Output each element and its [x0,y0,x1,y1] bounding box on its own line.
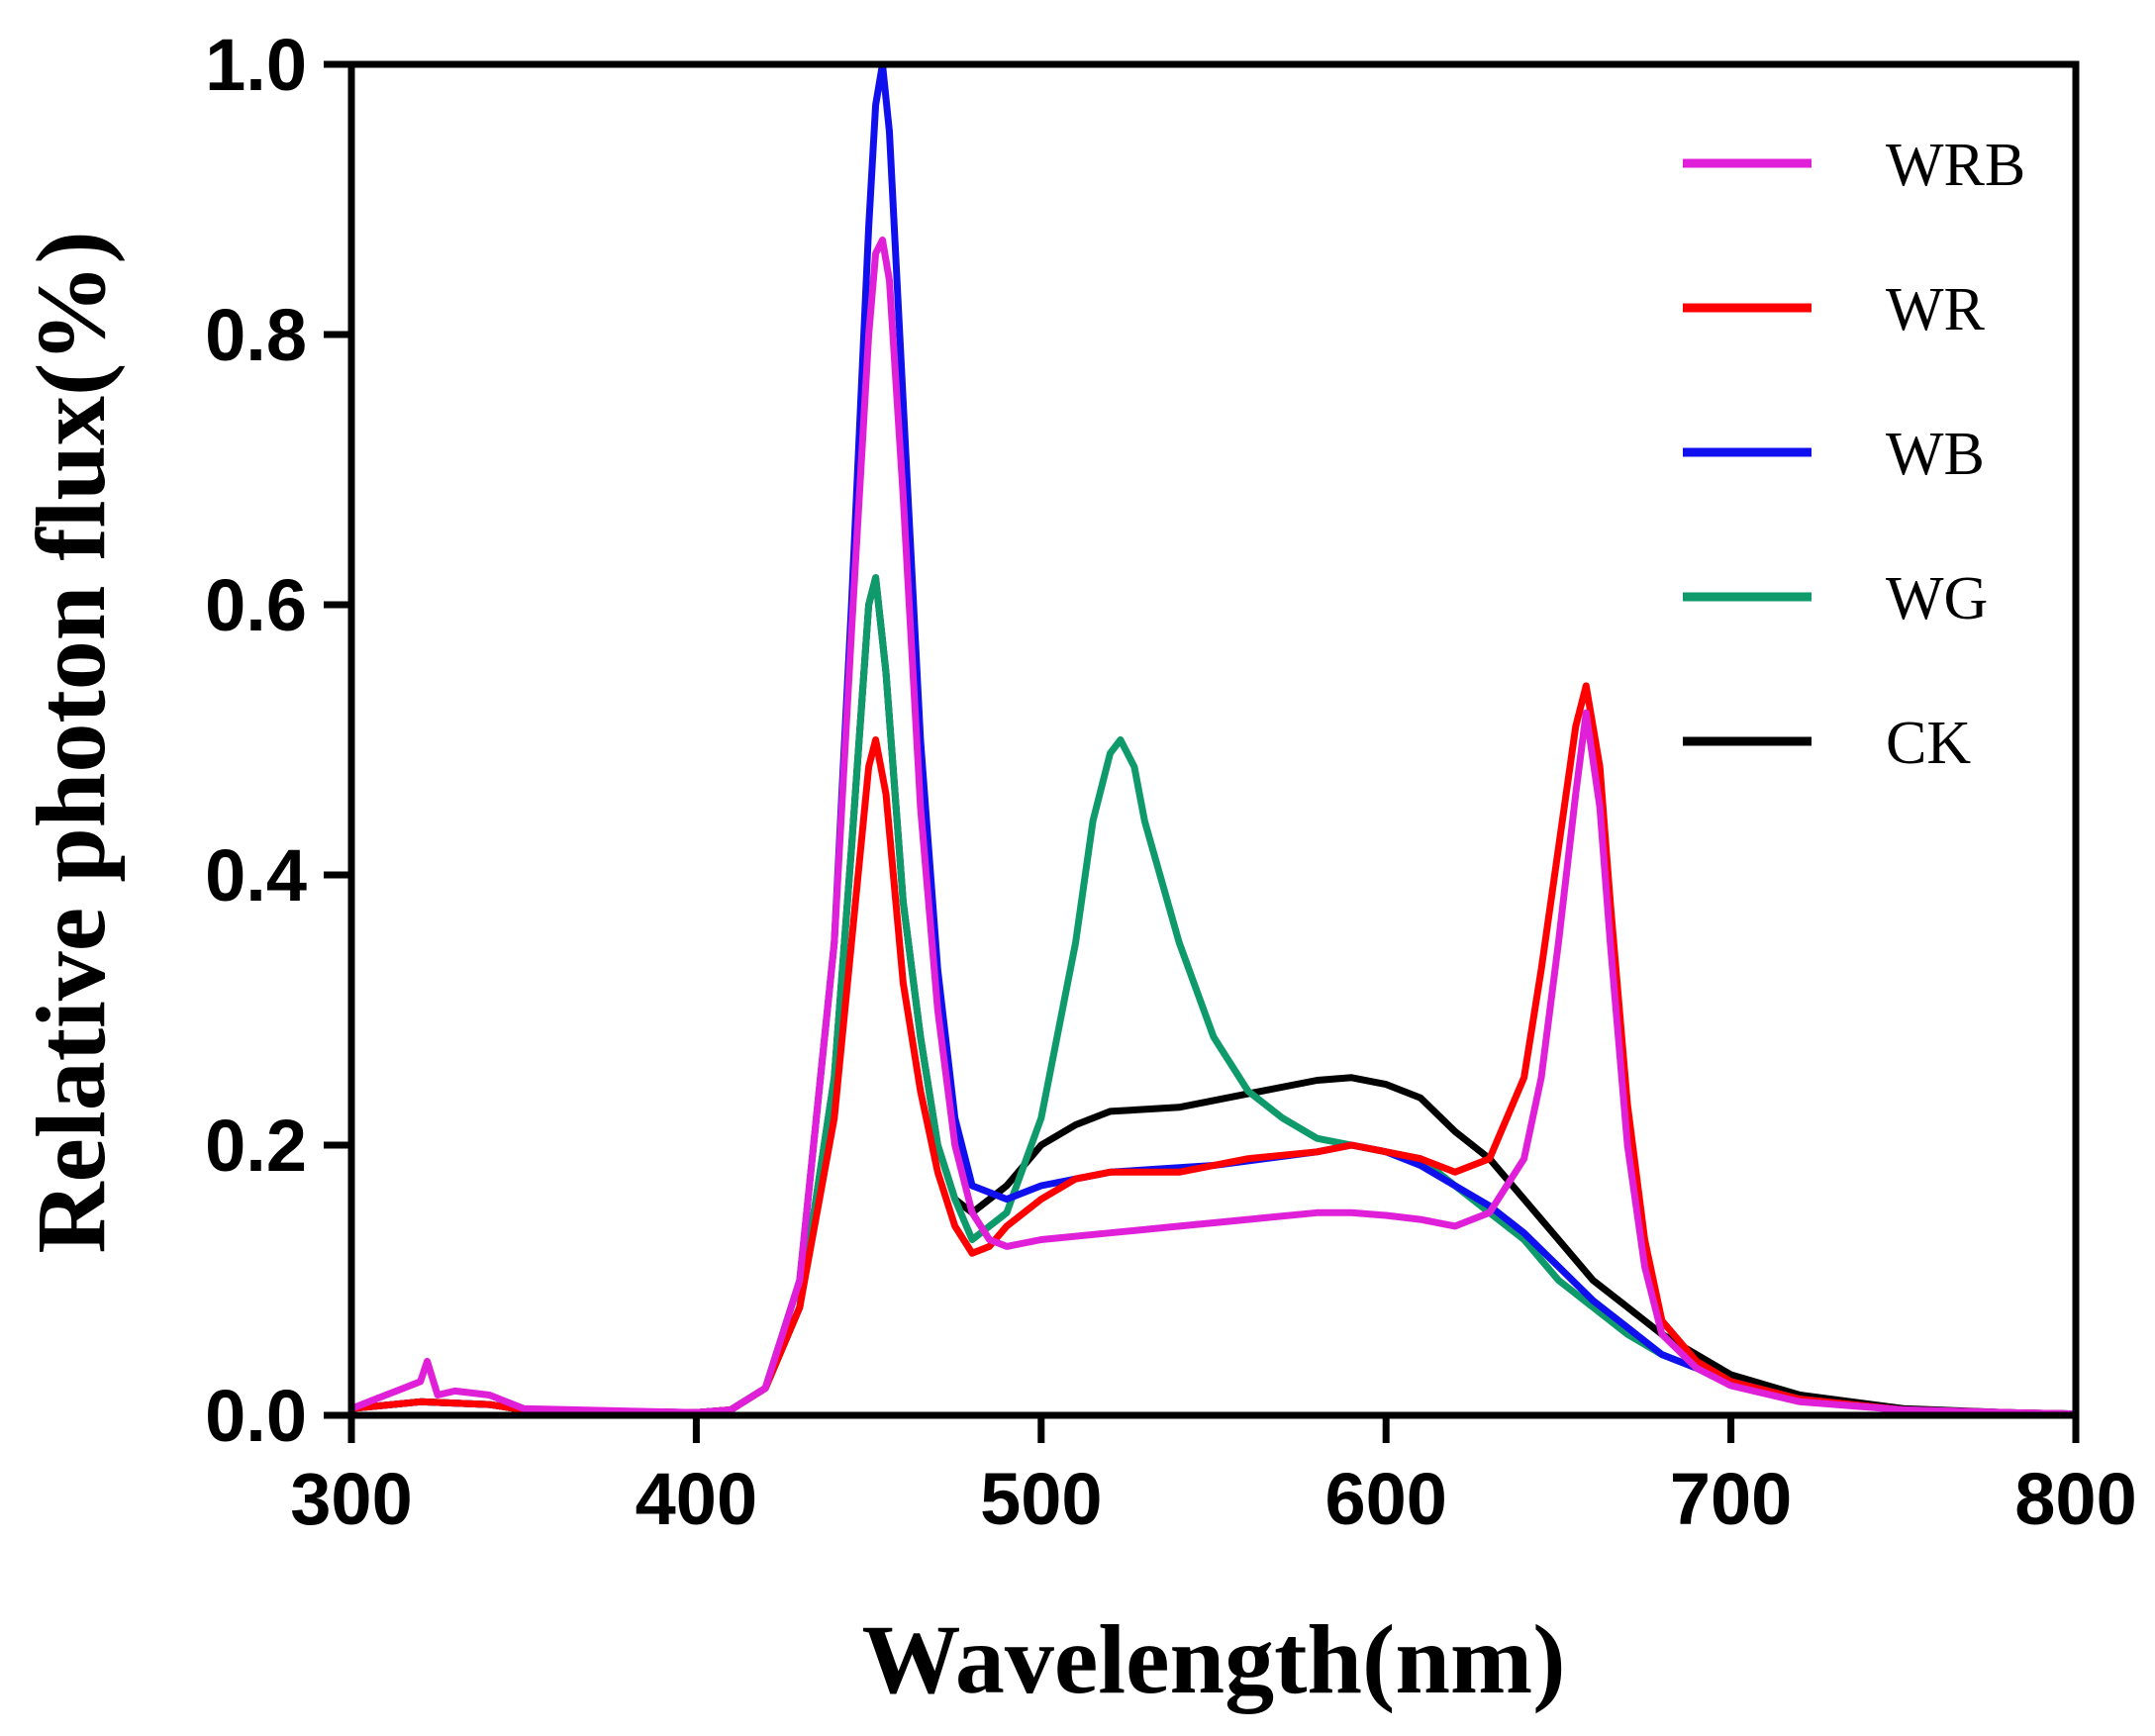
y-tick-label: 0.6 [205,564,307,646]
series-line-wb [347,60,2080,1418]
plot-frame [347,60,2080,1419]
series-layer [347,60,2080,1418]
x-tick-label: 600 [1324,1458,1446,1540]
x-tick-label: 300 [290,1458,412,1540]
y-tick-label: 0.8 [205,294,307,376]
series-line-wg [347,574,2080,1418]
legend: WRB WR WB WG CK [1683,132,2025,777]
x-tick-label: 800 [2014,1458,2136,1540]
x-axis-ticks: 300 400 500 600 700 800 [290,1415,2137,1540]
x-tick-label: 500 [980,1458,1102,1540]
y-tick-label: 0.4 [205,834,307,916]
legend-label-wr: WR [1886,276,1986,343]
y-tick-label: 1.0 [205,24,307,106]
series-line-ck [347,574,2080,1418]
y-tick-label: 0.0 [205,1375,307,1457]
x-axis-title: Wavelength(nm) [861,1604,1565,1714]
legend-label-ck: CK [1886,710,1971,777]
series-line-wrb [347,237,2080,1418]
x-tick-label: 700 [1670,1458,1792,1540]
legend-label-wg: WG [1886,565,1988,632]
series-line-wr [347,682,2080,1418]
legend-label-wb: WB [1886,421,1985,488]
y-axis-ticks: 0.0 0.2 0.4 0.6 0.8 1.0 [205,24,351,1457]
x-tick-label: 400 [636,1458,757,1540]
legend-label-wrb: WRB [1886,132,2025,199]
y-tick-label: 0.2 [205,1105,307,1187]
y-axis-title: Relative photon flux(%) [16,231,126,1253]
